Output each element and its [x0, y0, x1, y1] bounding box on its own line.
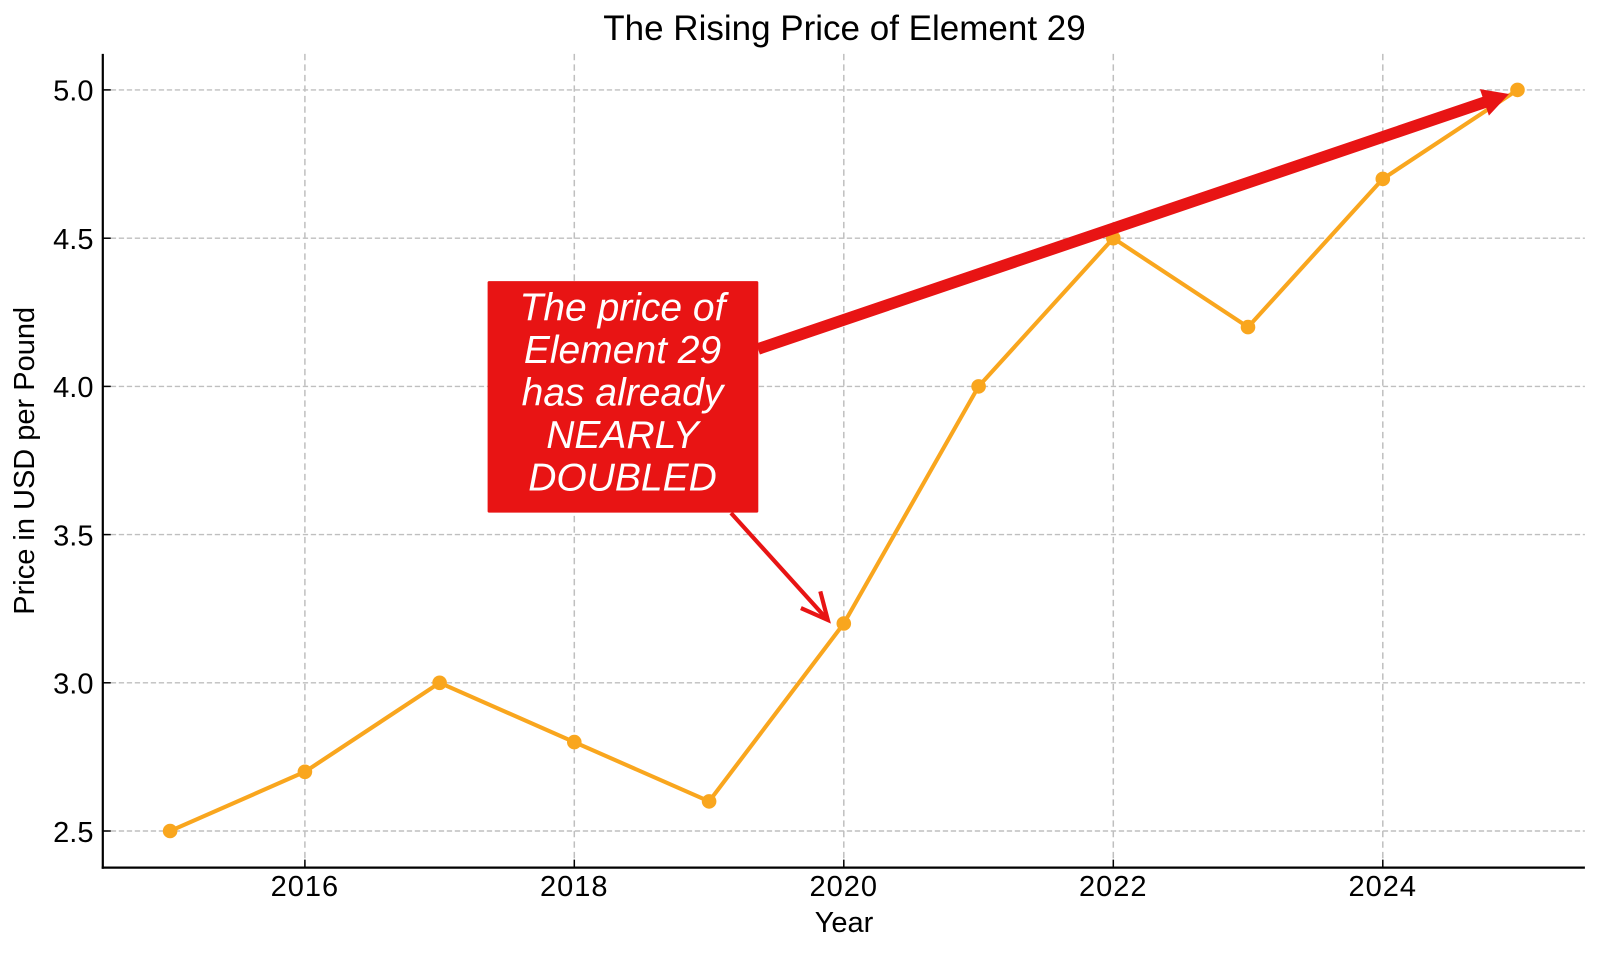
svg-text:2022: 2022	[1079, 871, 1148, 903]
svg-text:2020: 2020	[810, 871, 879, 903]
svg-text:NEARLY: NEARLY	[546, 414, 701, 457]
svg-text:4.0: 4.0	[53, 372, 93, 404]
svg-text:DOUBLED: DOUBLED	[528, 456, 717, 499]
svg-text:2.5: 2.5	[53, 817, 93, 849]
svg-text:The price of: The price of	[520, 286, 730, 329]
svg-text:2016: 2016	[271, 871, 340, 903]
svg-text:2018: 2018	[540, 871, 609, 903]
svg-text:3.0: 3.0	[53, 669, 93, 701]
svg-text:has already: has already	[522, 371, 726, 414]
svg-text:5.0: 5.0	[53, 76, 93, 108]
svg-text:Price in USD per Pound: Price in USD per Pound	[9, 307, 41, 615]
svg-text:Year: Year	[815, 907, 874, 939]
svg-text:3.5: 3.5	[53, 520, 93, 552]
svg-text:4.5: 4.5	[53, 224, 93, 256]
svg-text:The Rising Price of Element 29: The Rising Price of Element 29	[603, 9, 1085, 48]
svg-text:2024: 2024	[1349, 871, 1418, 903]
svg-text:Element 29: Element 29	[524, 329, 721, 372]
